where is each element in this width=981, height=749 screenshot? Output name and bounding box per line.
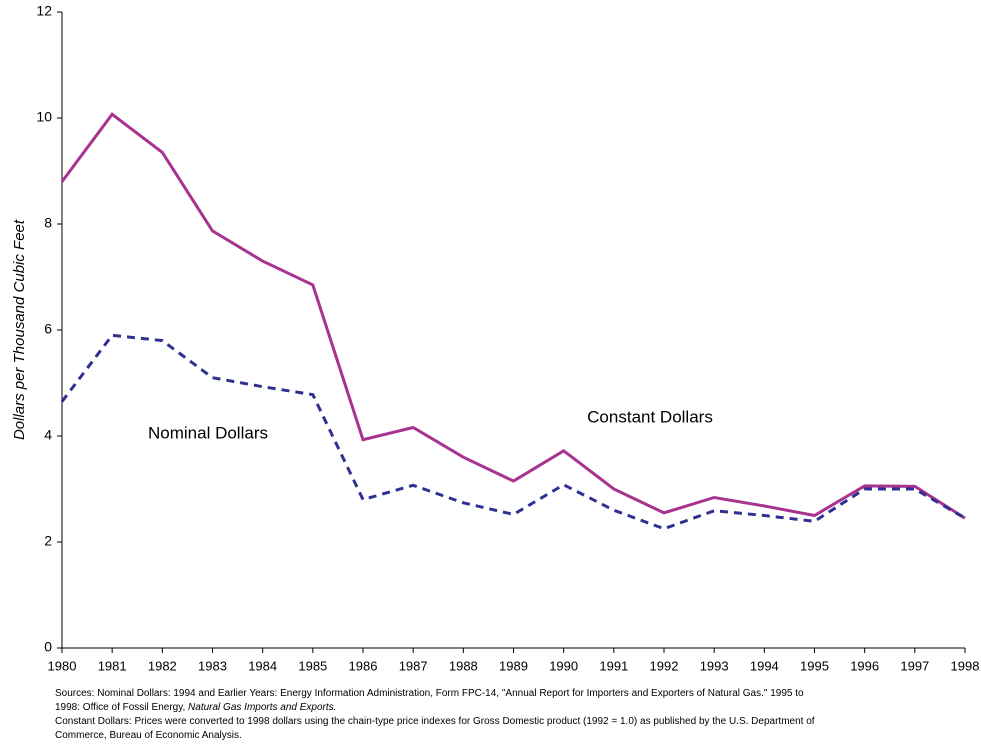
note-segment: Sources: Nominal Dollars: 1994 and Earli… <box>55 688 804 699</box>
x-tick-label: 1983 <box>198 658 227 673</box>
x-tick-label: 1996 <box>850 658 879 673</box>
x-tick-label: 1994 <box>750 658 779 673</box>
x-tick-label: 1981 <box>98 658 127 673</box>
note-segment: 1998: Office of Fossil Energy, <box>55 702 188 713</box>
x-tick-label: 1988 <box>449 658 478 673</box>
y-tick-label: 4 <box>44 427 52 443</box>
source-note: Commerce, Bureau of Economic Analysis. <box>55 730 242 741</box>
source-note: 1998: Office of Fossil Energy, Natural G… <box>55 702 336 713</box>
y-axis-label: Dollars per Thousand Cubic Feet <box>11 219 28 440</box>
x-tick-label: 1993 <box>700 658 729 673</box>
x-tick-label: 1990 <box>549 658 578 673</box>
x-tick-label: 1984 <box>248 658 277 673</box>
x-tick-label: 1985 <box>298 658 327 673</box>
y-tick-label: 0 <box>44 639 52 655</box>
source-note: Sources: Nominal Dollars: 1994 and Earli… <box>55 688 804 699</box>
x-tick-label: 1987 <box>399 658 428 673</box>
note-segment: Constant Dollars: Prices were converted … <box>55 716 815 727</box>
series-label: Nominal Dollars <box>148 423 268 442</box>
x-tick-label: 1992 <box>650 658 679 673</box>
x-tick-label: 1991 <box>599 658 628 673</box>
x-tick-label: 1986 <box>349 658 378 673</box>
x-tick-label: 1989 <box>499 658 528 673</box>
series-label: Constant Dollars <box>587 407 713 426</box>
y-tick-label: 12 <box>36 3 52 19</box>
x-tick-label: 1998 <box>951 658 980 673</box>
series-line <box>60 112 966 520</box>
note-segment: Commerce, Bureau of Economic Analysis. <box>55 730 242 741</box>
x-tick-label: 1980 <box>48 658 77 673</box>
x-tick-label: 1982 <box>148 658 177 673</box>
note-segment: Natural Gas Imports and Exports. <box>188 702 336 713</box>
y-tick-label: 8 <box>44 215 52 231</box>
x-tick-label: 1995 <box>800 658 829 673</box>
y-tick-label: 2 <box>44 533 52 549</box>
y-tick-label: 6 <box>44 321 52 337</box>
source-note: Constant Dollars: Prices were converted … <box>55 716 815 727</box>
x-tick-label: 1997 <box>900 658 929 673</box>
y-tick-label: 10 <box>36 109 52 125</box>
